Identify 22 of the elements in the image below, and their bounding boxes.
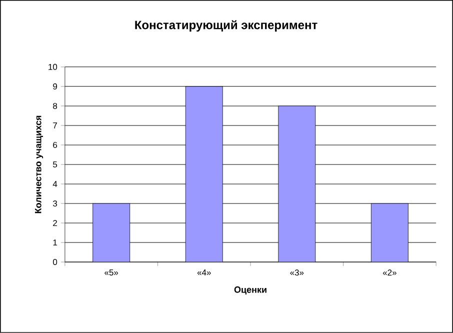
bar bbox=[370, 203, 408, 262]
x-tick-label: «4» bbox=[197, 270, 211, 276]
x-tick-label: «3» bbox=[290, 270, 304, 276]
y-tick-label: 8 bbox=[53, 102, 58, 109]
y-tick-label: 0 bbox=[53, 259, 58, 266]
chart-title: Констатирующий эксперимент bbox=[135, 20, 318, 32]
x-tick-label: «2» bbox=[382, 270, 396, 276]
y-tick-label: 5 bbox=[53, 162, 58, 168]
y-tick-label: 6 bbox=[53, 142, 58, 148]
y-tick-label: 7 bbox=[53, 122, 57, 128]
x-tick-label: «5» bbox=[104, 270, 118, 276]
x-axis-title: Оценки bbox=[234, 286, 266, 295]
y-axis-title: Количество учащихся bbox=[35, 116, 44, 214]
bar bbox=[185, 86, 223, 262]
bar bbox=[278, 106, 316, 262]
y-tick-label: 2 bbox=[53, 220, 57, 226]
bar bbox=[92, 203, 130, 262]
y-tick-label: 1 bbox=[53, 240, 57, 246]
y-tick-label: 4 bbox=[52, 181, 58, 187]
y-tick-label: 9 bbox=[53, 83, 57, 90]
y-tick-label: 3 bbox=[53, 200, 58, 207]
y-tick-label: 10 bbox=[48, 64, 58, 70]
